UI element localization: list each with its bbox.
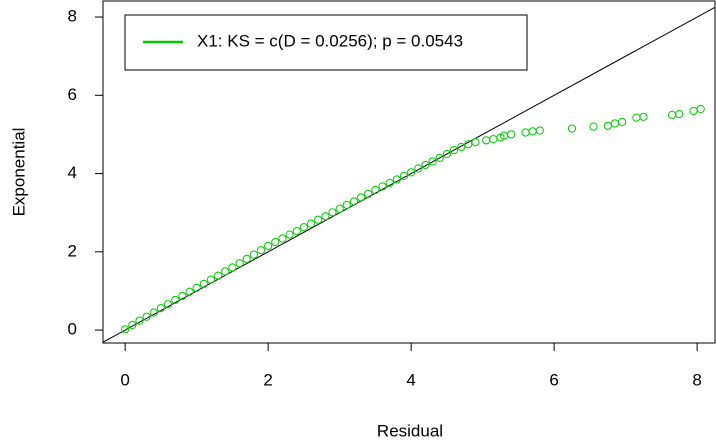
- point: [314, 215, 323, 224]
- point: [471, 138, 480, 147]
- point: [589, 122, 598, 131]
- point: [378, 182, 387, 191]
- point: [242, 254, 251, 263]
- point: [521, 128, 530, 137]
- point: [171, 295, 180, 305]
- point: [482, 136, 491, 145]
- point: [206, 275, 216, 284]
- point: [221, 267, 230, 276]
- y-tick-label: 6: [68, 85, 77, 104]
- point: [178, 291, 187, 301]
- x-tick-label: 4: [406, 370, 415, 389]
- point: [414, 164, 423, 173]
- point: [489, 135, 498, 144]
- point: [428, 157, 437, 166]
- point: [256, 246, 266, 255]
- x-tick-label: 6: [549, 370, 558, 389]
- point: [342, 200, 351, 209]
- point: [235, 259, 244, 268]
- point: [668, 110, 677, 119]
- point: [567, 124, 577, 133]
- legend-box: [124, 14, 528, 71]
- point: [639, 112, 648, 121]
- point: [321, 212, 330, 221]
- point: [142, 312, 151, 321]
- point: [185, 287, 194, 296]
- point: [696, 104, 705, 114]
- point: [435, 153, 444, 163]
- point: [306, 219, 316, 228]
- point: [214, 271, 223, 280]
- point: [371, 185, 380, 195]
- x-tick-label: 2: [263, 370, 272, 389]
- reference-line: [103, 6, 715, 343]
- point: [285, 230, 294, 239]
- point: [364, 189, 373, 199]
- y-axis-label: Exponential: [9, 128, 28, 217]
- point: [442, 149, 451, 159]
- point: [271, 237, 280, 247]
- point: [632, 113, 641, 122]
- point: [299, 223, 309, 232]
- point: [528, 127, 537, 136]
- point: [149, 308, 158, 317]
- point: [603, 121, 612, 130]
- point: [689, 106, 698, 116]
- point: [407, 168, 416, 177]
- point: [507, 130, 516, 139]
- plot-box: [102, 0, 716, 344]
- point: [163, 300, 173, 309]
- point: [128, 320, 137, 330]
- point: [675, 109, 684, 119]
- point: [449, 145, 459, 155]
- x-tick-label: 0: [120, 370, 129, 389]
- point: [535, 126, 544, 135]
- point: [156, 304, 166, 313]
- point: [121, 325, 130, 334]
- point: [192, 283, 201, 292]
- point: [335, 204, 344, 213]
- point: [278, 234, 287, 243]
- point: [228, 263, 237, 272]
- point: [249, 250, 258, 259]
- point: [135, 316, 144, 325]
- point: [356, 193, 366, 202]
- point: [385, 178, 394, 188]
- x-tick-label: 8: [692, 370, 701, 389]
- point: [328, 208, 337, 217]
- point: [349, 197, 359, 206]
- point: [199, 279, 208, 289]
- legend-label: X1: KS = c(D = 0.0256); p = 0.0543: [197, 31, 463, 50]
- y-tick-label: 2: [68, 241, 77, 260]
- point: [457, 142, 466, 152]
- x-axis-label: Residual: [377, 421, 443, 440]
- point: [610, 119, 620, 128]
- y-tick-label: 4: [68, 163, 77, 182]
- point: [617, 117, 627, 127]
- plot-area: [103, 6, 715, 343]
- point: [399, 171, 409, 181]
- point: [292, 226, 301, 236]
- point: [264, 241, 273, 251]
- point: [421, 160, 430, 170]
- y-tick-label: 8: [68, 7, 77, 26]
- y-tick-label: 0: [68, 320, 77, 339]
- point: [392, 175, 401, 184]
